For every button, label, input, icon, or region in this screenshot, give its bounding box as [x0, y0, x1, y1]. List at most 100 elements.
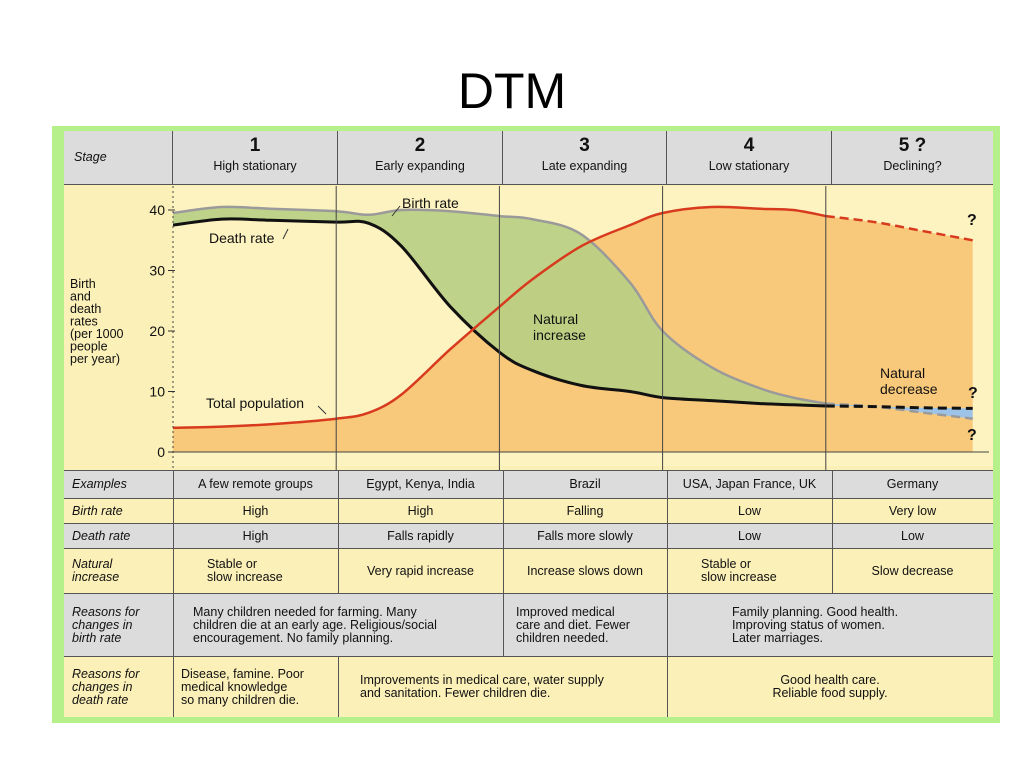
- death-rate-stage-3: Falls more slowly: [503, 524, 667, 548]
- reasons-birth-stages-1-2: Many children needed for farming. Many c…: [173, 594, 503, 656]
- stage-5-header: 5 ? Declining?: [832, 131, 993, 184]
- birth-rate-line: [173, 205, 827, 405]
- stage-2-header: 2 Early expanding: [338, 131, 503, 184]
- natural-increase-stage-2: Very rapid increase: [338, 549, 503, 593]
- birth-rate-stage-4: Low: [667, 499, 832, 523]
- stage-4-header: 4 Low stationary: [667, 131, 832, 184]
- y-tick-label: 30: [149, 263, 165, 279]
- stage-header-label: Stage: [64, 131, 173, 184]
- birth-rate-label: Birth rate: [402, 195, 459, 211]
- death-rate-leader: [282, 228, 289, 240]
- stage-number: 3: [579, 135, 590, 156]
- reasons-death-stages-4-5: Good health care. Reliable food supply.: [667, 657, 993, 717]
- divider: [64, 184, 993, 185]
- column-divider: [173, 471, 174, 717]
- y-axis-label-line: and: [70, 290, 91, 304]
- question-mark: ?: [967, 212, 977, 229]
- stage-name: High stationary: [213, 159, 297, 173]
- y-axis-label-line: rates: [70, 315, 98, 329]
- divider: [64, 548, 993, 549]
- divider: [64, 523, 993, 524]
- death-rate-stage-1: High: [173, 524, 338, 548]
- divider: [64, 593, 993, 594]
- total-population-projection: [825, 214, 973, 242]
- row-label-birth-rate: Birth rate: [64, 499, 173, 523]
- question-mark-line: ?: [967, 212, 977, 229]
- stage-name: Declining?: [883, 159, 942, 173]
- stage-name: Low stationary: [708, 159, 790, 173]
- natural-increase-label-line: increase: [533, 327, 586, 343]
- natural-increase-stage-3: Increase slows down: [503, 549, 667, 593]
- y-axis-label: Birth and death rates (per 1000 people per yea…: [70, 277, 124, 366]
- death-rate-projection: [825, 404, 973, 410]
- stage-number: 2: [414, 135, 426, 156]
- divider: [64, 656, 993, 657]
- natural-decrease-label: Natural decrease: [880, 365, 938, 397]
- examples-stage-5: Germany: [832, 471, 993, 498]
- natural-increase-label: Natural increase: [533, 311, 586, 343]
- y-tick-label: 40: [149, 202, 165, 218]
- birth-rate-leader: [391, 205, 401, 217]
- y-tick-label: 10: [149, 384, 165, 400]
- natural-increase-stage-1: Stable or slow increase: [173, 549, 338, 593]
- total-population-label-line: Total population: [206, 395, 304, 411]
- column-divider: [667, 471, 668, 717]
- column-divider: [503, 471, 504, 656]
- stage-number: 1: [249, 135, 261, 156]
- stage-number: 4: [743, 135, 755, 156]
- column-divider: [832, 471, 833, 594]
- row-label-reasons-birth: Reasons for changes in birth rate: [64, 594, 173, 656]
- birth-rate-label-line: Birth rate: [402, 195, 459, 211]
- stage-number: 5 ?: [898, 135, 927, 156]
- birth-rate-stage-5: Very low: [832, 499, 993, 523]
- examples-stage-4: USA, Japan France, UK: [667, 471, 832, 498]
- natural-increase-label-line: Natural: [533, 311, 578, 327]
- page-title: DTM: [457, 63, 567, 119]
- natural-increase-stage-5: Slow decrease: [832, 549, 993, 593]
- examples-stage-1: A few remote groups: [173, 471, 338, 498]
- y-tick-label: 20: [149, 323, 165, 339]
- row-label-reasons-death: Reasons for changes in death rate: [64, 657, 173, 717]
- question-mark-line: ?: [967, 427, 977, 444]
- reasons-death-stages-2-3: Improvements in medical care, water supp…: [338, 657, 667, 717]
- y-tick-label: 0: [157, 444, 165, 460]
- divider: [64, 498, 993, 499]
- reasons-birth-stage-3: Improved medical care and diet. Fewer ch…: [503, 594, 667, 656]
- stage-1-header: 1 High stationary: [173, 131, 338, 184]
- death-rate-label-line: Death rate: [209, 230, 275, 246]
- row-label-natural-increase: Natural increase: [64, 549, 173, 593]
- natural-increase-stage-4: Stable or slow increase: [667, 549, 832, 593]
- death-rate-stage-5: Low: [832, 524, 993, 548]
- death-rate-line: [173, 217, 826, 408]
- reasons-death-stage-1: Disease, famine. Poor medical knowledge …: [173, 657, 338, 717]
- row-label-death-rate: Death rate: [64, 524, 173, 548]
- y-axis-label-line: per year): [70, 352, 120, 366]
- birth-rate-stage-2: High: [338, 499, 503, 523]
- stage-3-header: 3 Late expanding: [503, 131, 667, 184]
- examples-stage-2: Egypt, Kenya, India: [338, 471, 503, 498]
- death-rate-stage-2: Falls rapidly: [338, 524, 503, 548]
- natural-decrease-label-line: decrease: [880, 381, 938, 397]
- question-mark-line: ?: [968, 385, 978, 402]
- population-leader: [317, 405, 327, 415]
- examples-stage-3: Brazil: [503, 471, 667, 498]
- column-divider: [338, 471, 339, 594]
- y-axis-label-line: people: [70, 340, 108, 354]
- stage-name: Early expanding: [375, 159, 465, 173]
- stage-name: Late expanding: [541, 159, 628, 173]
- y-axis-label-line: (per 1000: [70, 327, 124, 341]
- birth-rate-stage-3: Falling: [503, 499, 667, 523]
- column-divider: [338, 657, 339, 717]
- birth-rate-stage-1: High: [173, 499, 338, 523]
- total-population-line: [173, 205, 827, 430]
- y-axis-label-line: Birth: [70, 277, 96, 291]
- question-mark: ?: [967, 427, 977, 444]
- total-population-label: Total population: [206, 395, 304, 411]
- reasons-birth-stages-4-5: Family planning. Good health. Improving …: [667, 594, 993, 656]
- death-rate-stage-4: Low: [667, 524, 832, 548]
- row-label-examples: Examples: [64, 471, 173, 498]
- birth-rate-projection: [825, 402, 973, 420]
- divider: [64, 470, 993, 471]
- natural-decrease-label-line: Natural: [880, 365, 925, 381]
